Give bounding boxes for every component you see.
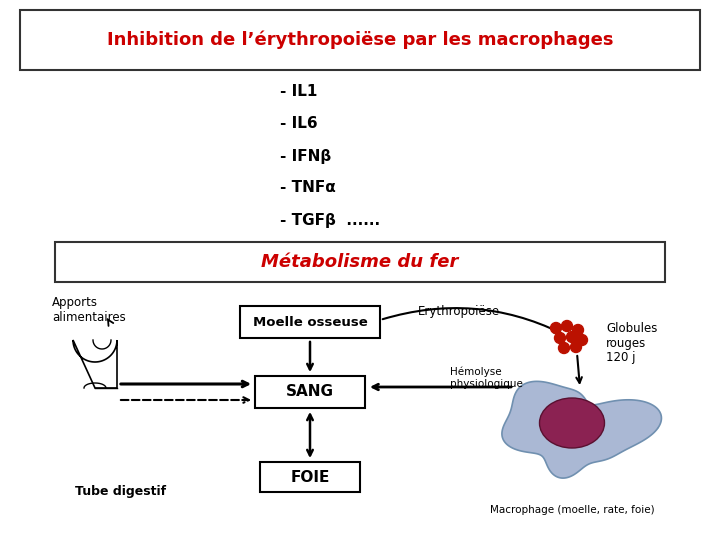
FancyBboxPatch shape	[260, 462, 360, 492]
Text: Macrophage (moelle, rate, foie): Macrophage (moelle, rate, foie)	[490, 505, 654, 515]
Circle shape	[570, 341, 582, 353]
Circle shape	[567, 332, 577, 342]
Text: SANG: SANG	[286, 384, 334, 400]
Text: FOIE: FOIE	[290, 469, 330, 484]
Text: Hémolyse
physiologique: Hémolyse physiologique	[450, 367, 523, 389]
Text: Globules
rouges
120 j: Globules rouges 120 j	[606, 321, 657, 365]
Polygon shape	[73, 340, 117, 388]
Text: Inhibition de l’érythropoiëse par les macrophages: Inhibition de l’érythropoiëse par les ma…	[107, 31, 613, 49]
FancyBboxPatch shape	[20, 10, 700, 70]
Text: - IL6: - IL6	[280, 117, 318, 132]
FancyBboxPatch shape	[55, 242, 665, 282]
Circle shape	[562, 321, 572, 332]
Text: Erythropoiëse: Erythropoiëse	[418, 306, 500, 319]
Polygon shape	[502, 381, 662, 478]
Ellipse shape	[539, 398, 605, 448]
Text: Métabolisme du fer: Métabolisme du fer	[261, 253, 459, 271]
FancyBboxPatch shape	[240, 306, 380, 338]
Circle shape	[554, 333, 565, 343]
Circle shape	[551, 322, 562, 334]
Text: Moelle osseuse: Moelle osseuse	[253, 315, 367, 328]
Circle shape	[572, 325, 583, 335]
Text: - IL1: - IL1	[280, 84, 318, 99]
Text: Apports
alimentaires: Apports alimentaires	[52, 296, 126, 324]
Text: - TNFα: - TNFα	[280, 180, 336, 195]
Circle shape	[559, 342, 570, 354]
Text: Tube digestif: Tube digestif	[75, 485, 166, 498]
Text: - IFNβ: - IFNβ	[280, 148, 331, 164]
Circle shape	[577, 334, 588, 346]
FancyBboxPatch shape	[255, 376, 365, 408]
Text: - TGFβ  ......: - TGFβ ......	[280, 213, 380, 227]
